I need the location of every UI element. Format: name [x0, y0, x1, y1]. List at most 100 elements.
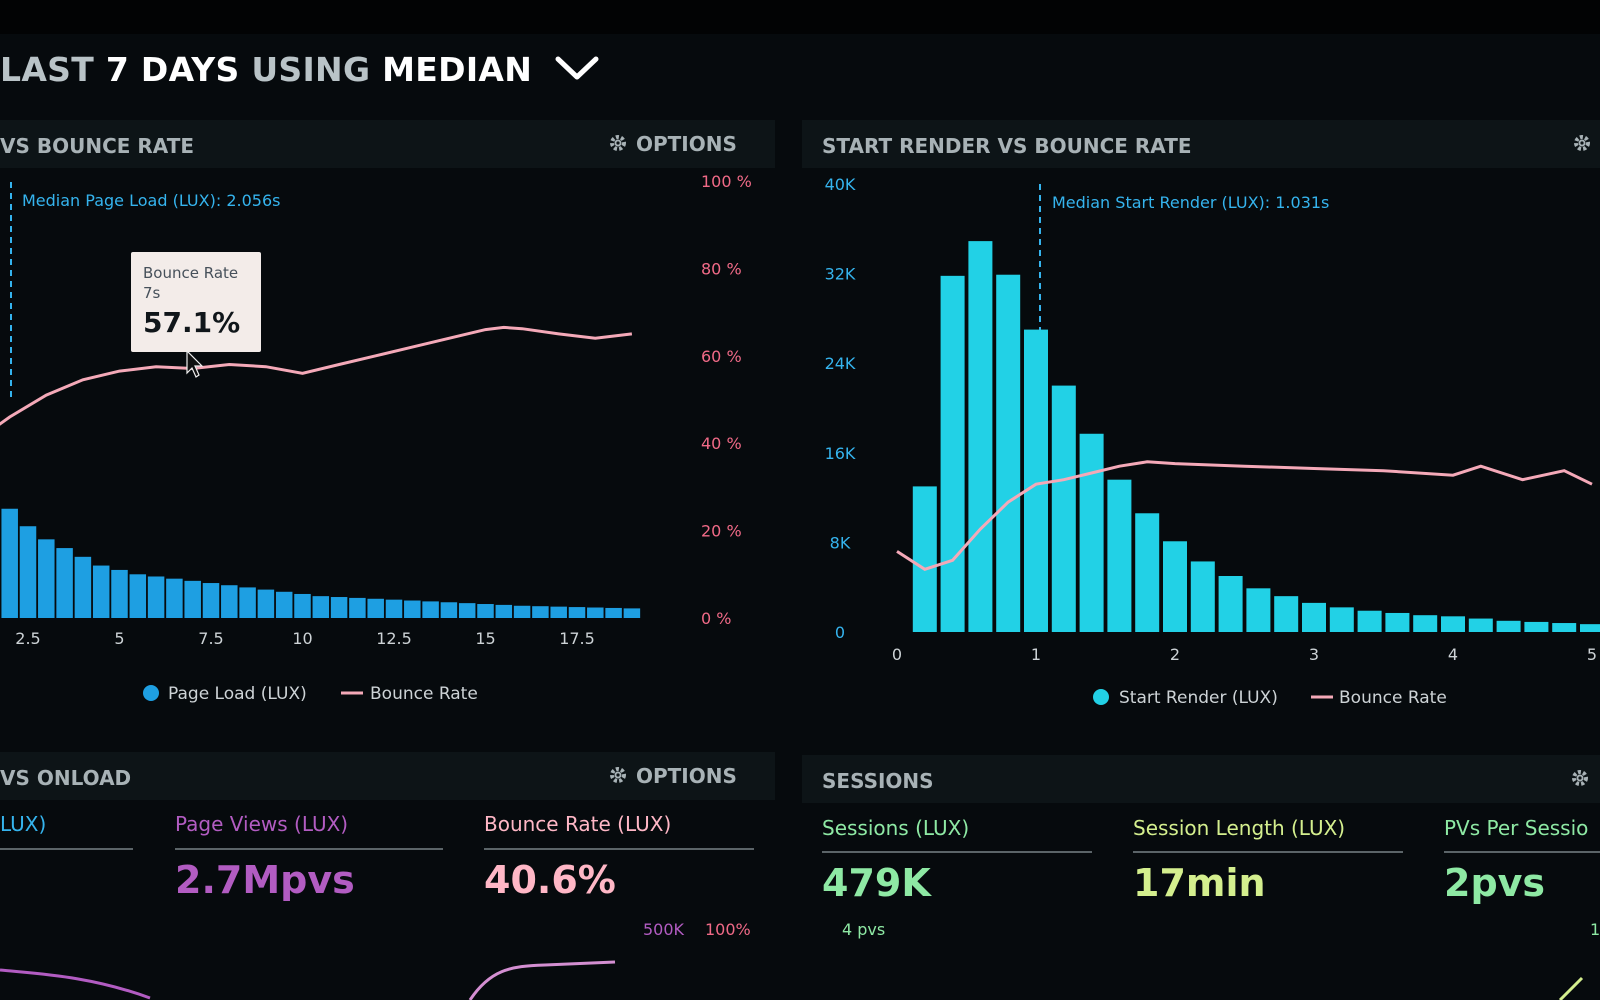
start-render-options-button[interactable] — [1572, 132, 1600, 158]
page-load-bar — [129, 574, 147, 618]
start-render-bar — [1468, 618, 1493, 632]
start-render-bar — [1246, 588, 1271, 632]
start-render-bar — [1302, 602, 1326, 632]
sessions-label: Sessions (LUX) — [822, 816, 970, 840]
sessions-options-button[interactable] — [1570, 767, 1598, 793]
y-tick-label: 32K — [825, 265, 856, 284]
gear-icon — [608, 133, 628, 158]
x-tick-label: 1 — [1031, 645, 1041, 664]
session-length-label: Session Length (LUX) — [1133, 816, 1346, 840]
bounce-rate-line — [896, 460, 1593, 571]
start-render-bar — [1274, 596, 1299, 632]
y-tick-label: 16K — [825, 444, 856, 463]
pvs-sub-label: 1 — [1590, 920, 1600, 939]
start-render-bar — [1496, 620, 1521, 632]
start-render-bar — [1385, 612, 1410, 632]
x-tick-label: 17.5 — [559, 629, 595, 648]
start-render-bar — [1135, 513, 1160, 632]
page-load-bar — [349, 597, 366, 618]
page-load-bar — [166, 578, 183, 618]
tooltip-series: Bounce Rate — [143, 264, 238, 282]
start-render-bar — [1524, 621, 1549, 632]
sessions-sub-label: 4 pvs — [842, 920, 886, 939]
start-render-bar — [1413, 615, 1438, 632]
divider — [822, 851, 1092, 853]
page-load-chart: Median Page Load (LUX): 2.056s 100 %80 %… — [0, 172, 752, 704]
x-tick-label: 3 — [1309, 645, 1319, 664]
bounce-rate-value: 40.6% — [484, 858, 616, 902]
y-tick-label: 100 % — [701, 172, 752, 191]
title-part-1: LAST — [0, 50, 106, 89]
start-render-bar — [912, 486, 937, 632]
onload-panel-title: VS ONLOAD — [0, 766, 132, 790]
sessions-panel-title: SESSIONS — [822, 769, 934, 793]
x-tick-label: 2 — [1170, 645, 1180, 664]
page-views-value: 2.7Mpvs — [175, 858, 355, 902]
x-tick-label: 4 — [1448, 645, 1458, 664]
title-part-4: MEDIAN — [382, 50, 533, 89]
legend-page-load-swatch — [143, 685, 159, 701]
y-tick-label: 0 % — [701, 609, 731, 628]
x-tick-label: 5 — [1587, 645, 1597, 664]
onload-options-button[interactable]: OPTIONS — [608, 764, 737, 790]
start-render-bar — [1190, 561, 1215, 632]
sessions-value: 479K — [822, 861, 931, 905]
page-load-bar — [422, 601, 439, 618]
page-load-bar — [74, 556, 92, 618]
page-load-bar — [111, 569, 128, 618]
gear-icon — [1570, 768, 1590, 793]
page-load-bar — [495, 604, 513, 618]
page-load-panel-header: VS BOUNCE RATE OPTIONS — [0, 120, 775, 168]
start-render-bar — [1218, 576, 1243, 632]
page-load-bar — [19, 526, 37, 618]
divider — [1133, 851, 1403, 853]
page-load-bar — [623, 608, 641, 618]
tooltip-x: 7s — [143, 284, 161, 302]
page-load-bar — [294, 593, 311, 618]
page-load-bar — [184, 580, 201, 618]
bounce-rate-tooltip: Bounce Rate 7s 57.1% — [131, 252, 261, 352]
page-load-bar — [458, 603, 476, 618]
page-load-bar — [587, 607, 604, 618]
page-load-bar — [275, 591, 293, 618]
legend-start-render-label: Start Render (LUX) — [1119, 688, 1278, 708]
legend-bounce-label: Bounce Rate — [1339, 688, 1447, 708]
start-render-panel-header: START RENDER VS BOUNCE RATE — [802, 120, 1600, 168]
x-tick-label: 12.5 — [376, 629, 412, 648]
legend-page-load-label: Page Load (LUX) — [168, 684, 307, 704]
x-tick-label: 0 — [892, 645, 902, 664]
chevron-down-icon[interactable] — [554, 52, 600, 91]
page-load-bar — [147, 576, 165, 618]
page-load-bar — [385, 599, 403, 618]
x-tick-label: 10 — [292, 629, 312, 648]
x-tick-label: 15 — [475, 629, 495, 648]
date-range-selector[interactable]: LAST 7 DAYS USING MEDIAN — [0, 50, 600, 91]
axis-500k-label: 500K — [643, 920, 685, 939]
y-tick-label: 80 % — [701, 259, 742, 278]
page-load-bar — [605, 607, 622, 618]
page-load-options-button[interactable]: OPTIONS — [608, 132, 737, 158]
page-load-bar — [38, 539, 55, 618]
bounce-rate-label: Bounce Rate (LUX) — [484, 812, 672, 836]
pvs-per-session-value: 2pvs — [1444, 861, 1546, 905]
sessions-panel-header: SESSIONS — [802, 755, 1600, 803]
options-label: OPTIONS — [636, 764, 737, 788]
page-load-bar — [440, 602, 458, 618]
page-load-bar — [312, 596, 330, 618]
y-tick-label: 0 — [835, 623, 845, 642]
start-render-bar — [1079, 433, 1104, 632]
page-load-bar — [532, 606, 549, 618]
divider — [0, 848, 133, 850]
sessions-mini-chart — [1558, 976, 1584, 1000]
page-load-bar — [568, 607, 586, 618]
start-render-bar — [996, 274, 1021, 632]
sessions-line — [1558, 976, 1584, 1000]
start-render-bar — [1024, 329, 1048, 632]
start-render-bar — [1552, 623, 1577, 632]
divider — [484, 848, 754, 850]
start-render-bar — [968, 241, 993, 632]
start-render-bar — [1357, 610, 1382, 632]
divider — [1444, 851, 1600, 853]
title-part-3: USING — [239, 50, 383, 89]
page-load-panel-title: VS BOUNCE RATE — [0, 134, 195, 158]
